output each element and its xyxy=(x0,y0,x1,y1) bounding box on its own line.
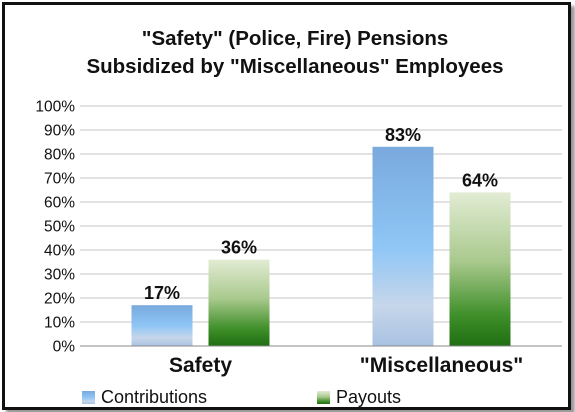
data-label-contributions-miscellaneous: 83% xyxy=(385,125,421,145)
y-tick-label: 60% xyxy=(44,195,75,212)
data-label-payouts-safety: 36% xyxy=(221,238,257,258)
bar-payouts-miscellaneous xyxy=(449,192,511,346)
category-label-miscellaneous: "Miscellaneous" xyxy=(360,354,523,377)
gridlines xyxy=(80,105,562,323)
y-tick-label: 100% xyxy=(35,99,75,116)
legend-swatch-payouts xyxy=(317,391,330,404)
chart-title-line-2: Subsidized by "Miscellaneous" Employees xyxy=(86,55,503,78)
data-label-contributions-safety: 17% xyxy=(144,283,180,303)
y-tick-label: 0% xyxy=(53,339,76,356)
data-label-payouts-miscellaneous: 64% xyxy=(462,170,498,190)
data-labels: 17% 36% 83% 64% xyxy=(144,125,498,303)
legend-swatch-contributions xyxy=(82,391,95,404)
legend: Contributions Payouts xyxy=(82,387,401,407)
y-tick-label: 30% xyxy=(44,267,75,284)
chart-frame: "Safety" (Police, Fire) Pensions Subsidi… xyxy=(2,2,571,410)
legend-label-payouts: Payouts xyxy=(336,387,401,407)
chart-title-line-1: "Safety" (Police, Fire) Pensions xyxy=(142,27,449,50)
y-tick-label: 90% xyxy=(44,123,75,140)
y-tick-label: 70% xyxy=(44,171,75,188)
bar-contributions-miscellaneous xyxy=(372,146,434,346)
legend-label-contributions: Contributions xyxy=(101,387,207,407)
x-axis-category-labels: Safety "Miscellaneous" xyxy=(169,354,523,377)
y-axis-tick-labels: 0% 10% 20% 30% 40% 50% 60% 70% 80% 90% 100% xyxy=(35,99,75,356)
bar-payouts-safety xyxy=(208,259,270,346)
y-tick-label: 20% xyxy=(44,291,75,308)
bars xyxy=(131,146,511,346)
chart-canvas: "Safety" (Police, Fire) Pensions Subsidi… xyxy=(35,27,562,407)
bar-contributions-safety xyxy=(131,305,193,346)
y-tick-label: 40% xyxy=(44,243,75,260)
category-label-safety: Safety xyxy=(169,354,232,377)
y-tick-label: 80% xyxy=(44,147,75,164)
y-tick-label: 10% xyxy=(44,315,75,332)
y-tick-label: 50% xyxy=(44,219,75,236)
